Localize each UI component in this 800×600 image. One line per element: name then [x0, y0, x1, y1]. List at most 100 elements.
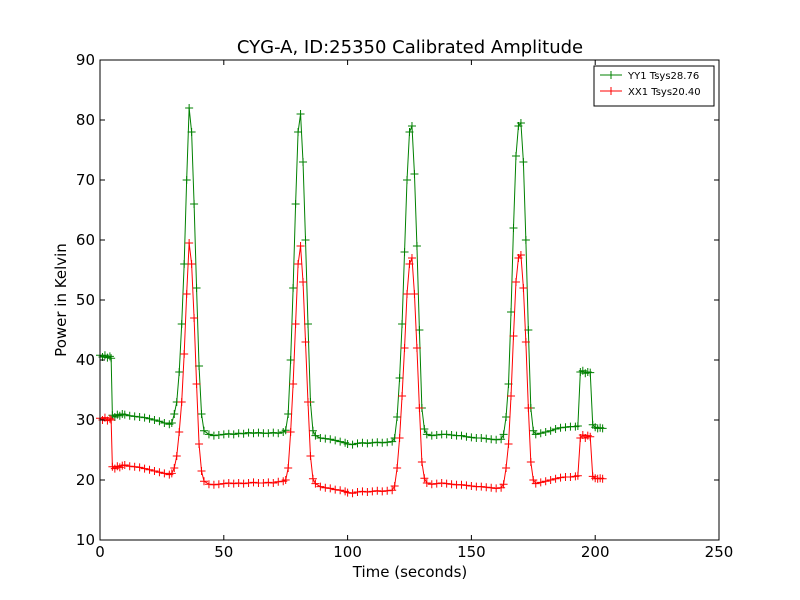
- data-point-marker: [348, 440, 357, 449]
- data-point-marker: [457, 431, 466, 440]
- data-point-marker: [573, 471, 582, 480]
- data-point-marker: [363, 488, 372, 496]
- data-point-marker: [311, 431, 320, 440]
- data-point-marker: [209, 431, 218, 440]
- data-point-marker: [175, 368, 184, 376]
- data-point-marker: [239, 479, 248, 488]
- data-point-marker: [224, 479, 233, 487]
- data-point-marker: [427, 431, 436, 440]
- data-point-marker: [499, 480, 508, 489]
- data-point-marker: [492, 484, 501, 493]
- data-point-marker: [432, 431, 441, 439]
- data-point-marker: [187, 128, 196, 136]
- data-point-marker: [519, 284, 528, 292]
- data-point-marker: [219, 479, 228, 488]
- data-point-marker: [299, 278, 308, 286]
- data-point-marker: [204, 480, 213, 489]
- data-point-marker: [269, 428, 278, 437]
- data-point-marker: [373, 438, 382, 447]
- y-tick-label: 10: [76, 531, 95, 549]
- data-point-marker: [195, 440, 204, 448]
- legend-marker: [607, 71, 615, 79]
- data-point-marker: [264, 478, 273, 487]
- data-point-marker: [180, 260, 189, 268]
- data-point-marker: [415, 404, 424, 412]
- data-point-marker: [155, 468, 164, 477]
- data-point-marker: [410, 290, 419, 298]
- legend-marker: [607, 87, 615, 95]
- data-point-marker: [160, 419, 169, 427]
- data-point-marker: [145, 465, 154, 474]
- data-point-marker: [185, 104, 194, 112]
- data-point-marker: [403, 290, 412, 298]
- data-point-marker: [521, 236, 530, 244]
- data-point-marker: [294, 128, 303, 136]
- data-point-marker: [487, 435, 496, 444]
- data-point-marker: [551, 425, 560, 433]
- data-point-marker: [145, 414, 154, 423]
- data-point-marker: [462, 481, 471, 490]
- y-tick-label: 70: [76, 171, 95, 189]
- series-1: [96, 104, 607, 449]
- data-point-marker: [150, 416, 159, 424]
- data-point-marker: [373, 486, 382, 495]
- data-point-marker: [190, 200, 199, 208]
- data-point-marker: [125, 462, 134, 471]
- data-point-marker: [398, 320, 407, 328]
- data-point-marker: [336, 437, 345, 446]
- data-point-marker: [281, 476, 290, 484]
- data-point-marker: [492, 435, 501, 444]
- data-point-marker: [442, 430, 451, 439]
- data-point-marker: [541, 477, 550, 486]
- data-point-marker: [398, 392, 407, 400]
- x-tick-label: 250: [705, 543, 734, 561]
- data-point-marker: [395, 434, 404, 442]
- data-point-marker: [462, 432, 471, 441]
- data-point-marker: [586, 432, 595, 441]
- data-point-marker: [172, 452, 181, 460]
- data-point-marker: [170, 410, 179, 418]
- data-point-marker: [197, 410, 206, 418]
- x-axis-label: Time (seconds): [352, 563, 468, 581]
- data-point-marker: [358, 438, 367, 447]
- data-point-marker: [107, 416, 116, 424]
- data-point-marker: [175, 428, 184, 436]
- data-point-marker: [457, 480, 466, 489]
- data-point-marker: [504, 440, 513, 448]
- data-point-marker: [502, 464, 511, 472]
- data-point-marker: [368, 487, 377, 496]
- data-point-marker: [531, 430, 540, 439]
- data-point-marker: [477, 482, 486, 491]
- data-point-marker: [140, 464, 149, 473]
- data-point-marker: [353, 488, 362, 496]
- data-point-marker: [487, 483, 496, 492]
- data-point-marker: [412, 242, 421, 250]
- data-point-marker: [286, 356, 295, 364]
- data-point-marker: [269, 479, 278, 487]
- legend: YY1 Tsys28.76 XX1 Tsys20.40: [593, 65, 715, 107]
- data-point-marker: [417, 458, 426, 466]
- data-point-marker: [353, 439, 362, 448]
- data-point-marker: [556, 423, 565, 432]
- data-point-marker: [405, 260, 414, 268]
- data-point-marker: [422, 430, 431, 439]
- data-point-marker: [526, 458, 535, 466]
- y-tick-label: 50: [76, 291, 95, 309]
- data-point-marker: [185, 239, 194, 247]
- data-point-marker: [130, 462, 139, 471]
- axes-layer: 0 50 100 150 200 250 10 20 30 40 50 60 70 80 90: [76, 51, 733, 561]
- data-point-marker: [447, 431, 456, 439]
- data-point-marker: [219, 430, 228, 439]
- legend-entry: YY1 Tsys28.76: [600, 71, 699, 82]
- data-point-marker: [234, 479, 243, 487]
- data-point-marker: [306, 452, 315, 460]
- data-point-marker: [281, 426, 290, 435]
- data-point-marker: [546, 426, 555, 435]
- data-point-marker: [197, 467, 206, 475]
- data-point-marker: [412, 344, 421, 352]
- data-point-marker: [296, 242, 305, 250]
- data-point-marker: [308, 474, 317, 483]
- data-point-marker: [427, 480, 436, 489]
- data-point-marker: [214, 431, 223, 439]
